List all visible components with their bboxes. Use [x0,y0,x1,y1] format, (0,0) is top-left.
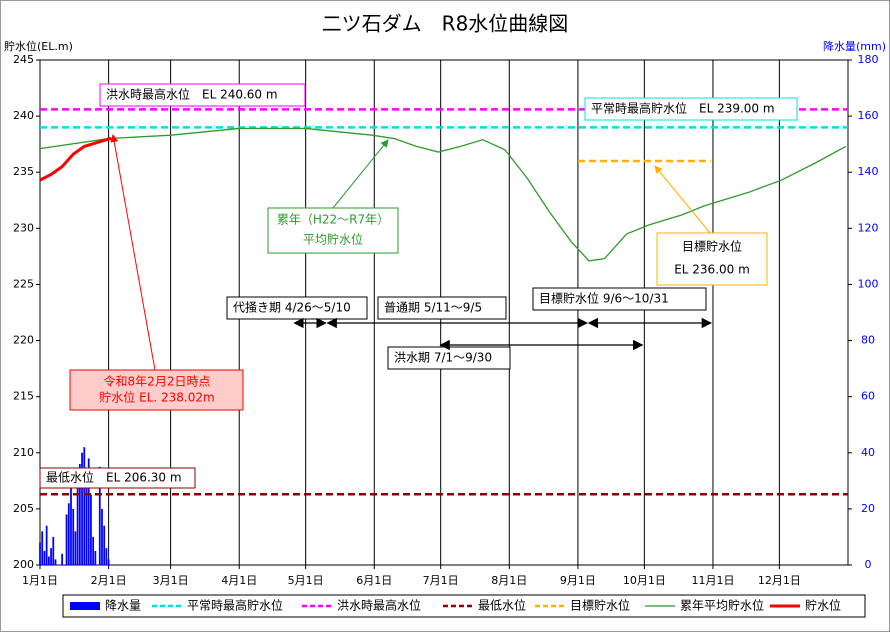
rain-bar [101,508,103,565]
legend-label: 累年平均貯水位 [680,598,764,613]
annotation-box [584,97,798,121]
legend-label: 降水量 [105,599,141,613]
rain-bar [41,531,44,565]
rain-bar [105,548,108,565]
y-tick-label: 240 [13,109,34,122]
period-label: 普通期 5/11～9/5 [384,301,482,315]
rain-bar [72,508,75,565]
annotation: 令和8年2月2日時点 [104,374,211,389]
y2-tick-label: 180 [858,53,879,66]
annotation-box [69,369,244,411]
y2-tick-label: 40 [861,446,875,459]
rain-bar [52,536,55,565]
rain-bar [74,531,77,565]
rain-bar [98,466,101,565]
annotation-box [39,467,196,489]
plot-area [39,59,849,566]
rain-bar [103,525,106,565]
y2-tick-label: 100 [858,277,879,290]
y2-tick-label: 60 [861,390,875,403]
x-tick-label: 3月1日 [153,574,189,587]
x-tick-label: 11月1日 [691,574,734,587]
y-tick-label: 215 [13,390,34,403]
y-tick-label: 210 [13,446,34,459]
rain-bar [47,556,50,565]
annotation-box [267,207,399,254]
x-tick-label: 9月1日 [560,574,596,587]
annotation-box [656,232,768,286]
leader [332,139,389,209]
legend-swatch [70,602,100,610]
legend-label: 平常時最高貯水位 [187,598,283,613]
rain-bar [54,559,57,565]
annotation: 最低水位 EL 206.30 m [46,470,182,485]
y2-tick-label: 80 [861,334,875,347]
leader [110,134,156,371]
legend-label: 最低水位 [478,598,526,613]
annotation: 累年（H22～R7年） [277,213,389,227]
leader [654,165,711,234]
x-tick-label: 2月1日 [91,574,127,587]
x-tick-label: 5月1日 [288,574,324,587]
x-tick-label: 4月1日 [221,574,257,587]
y-tick-label: 200 [13,558,34,571]
y2-axis-label: 降水量(mm) [823,39,886,53]
y2-tick-label: 0 [865,558,872,571]
legend-label: 洪水時最高水位 [337,598,421,613]
period-label: 洪水期 7/1～9/30 [394,351,492,365]
chart-title: 二ツ石ダム R8水位曲線図 [322,12,569,36]
rain-bar [67,503,70,565]
rain-bar [61,553,64,565]
y-tick-label: 235 [13,165,34,178]
rain-bar [43,550,46,565]
rain-bar [76,486,79,565]
series-line [39,136,112,182]
y2-tick-label: 20 [861,502,875,515]
y-tick-label: 205 [13,502,34,515]
period-label: 目標貯水位 9/6～10/31 [539,291,669,306]
x-tick-label: 6月1日 [356,574,392,587]
rain-bar [85,480,88,565]
annotation: 平常時最高貯水位 EL 239.00 m [591,101,775,116]
y2-tick-label: 160 [858,109,879,122]
rain-bar [107,559,110,565]
rain-bar [92,536,95,565]
rain-bar [83,447,86,565]
period-label: 代掻き期 4/26～5/10 [233,301,351,315]
annotation: 洪水時最高水位 EL 240.60 m [106,87,278,102]
y-axis-label: 貯水位(EL.m) [4,39,73,53]
series-line [39,127,847,262]
rain-bar [70,480,72,565]
rain-bar [45,525,48,565]
rain-bar [39,542,41,565]
legend-label: 目標貯水位 [570,598,630,613]
annotation: 目標貯水位 [682,239,742,254]
y2-tick-label: 140 [858,165,879,178]
rain-bar [81,452,83,565]
period-box [532,287,707,311]
y-tick-label: 220 [13,334,34,347]
rain-bar [65,514,68,565]
rain-bar [78,464,81,565]
x-tick-label: 12月1日 [758,574,801,587]
x-tick-label: 7月1日 [423,574,459,587]
rain-bar [50,548,52,565]
rain-bar [90,494,92,565]
rain-bar [87,458,90,565]
y-tick-label: 245 [13,53,34,66]
y-tick-label: 225 [13,277,34,290]
y2-tick-label: 120 [858,221,879,234]
annotation: EL 236.00 m [674,263,750,277]
legend-label: 貯水位 [805,598,841,613]
annotation: 平均貯水位 [303,232,363,247]
y-tick-label: 230 [13,221,34,234]
annotation: 貯水位 EL. 238.02m [99,390,214,405]
x-tick-label: 8月1日 [491,574,527,587]
x-tick-label: 10月1日 [623,574,666,587]
rain-bar [94,550,97,565]
x-tick-label: 1月1日 [22,574,58,587]
annotation-box [99,83,306,107]
